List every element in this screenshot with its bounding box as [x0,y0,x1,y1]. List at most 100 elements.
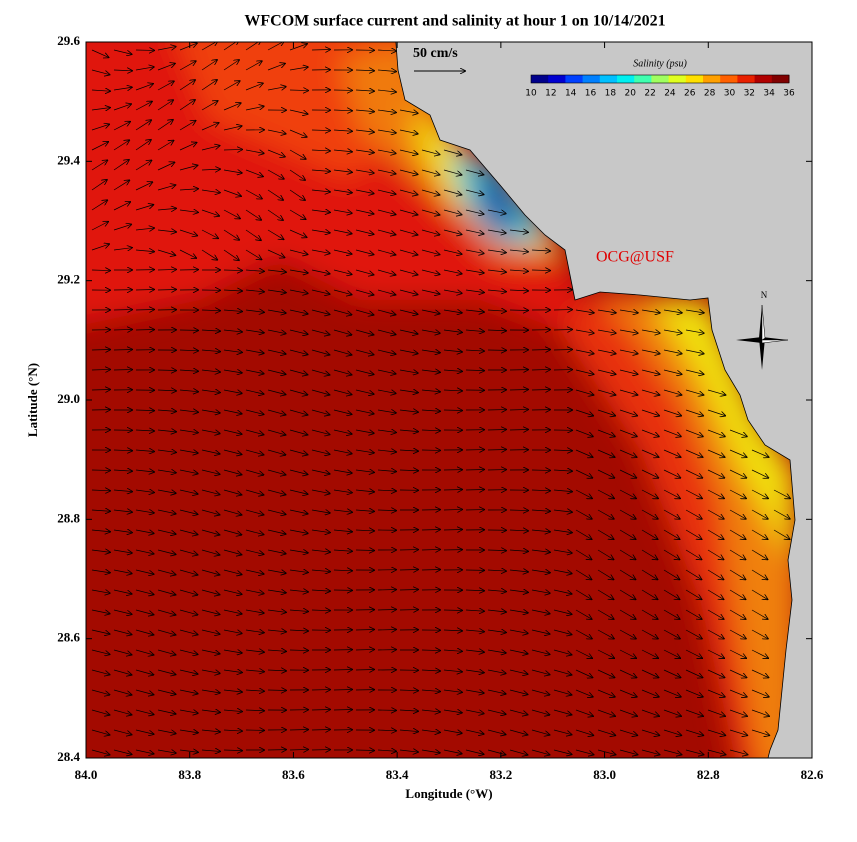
current-vector [289,650,308,651]
current-vector [729,609,746,619]
current-vector [377,629,396,630]
current-vector [465,370,484,371]
current-vector [707,429,725,436]
current-vector [619,330,638,333]
current-vector [641,649,658,658]
current-vector [399,730,418,732]
current-vector [729,429,747,436]
current-vector [729,589,745,599]
current-vector [443,529,462,530]
current-vector [113,609,131,614]
current-vector [333,329,351,335]
current-vector [245,670,264,672]
current-vector [223,60,239,71]
current-vector [443,350,462,352]
current-vector [157,100,173,111]
current-vector [399,249,417,255]
current-vector [509,610,528,613]
current-vector [663,729,681,735]
current-vector [223,529,241,535]
current-vector [663,529,679,539]
current-vector [157,64,175,71]
current-vector [289,290,308,293]
current-vector [201,350,220,352]
current-vector [685,589,701,599]
current-vector [531,510,550,511]
current-vector [333,289,351,295]
current-vector [157,185,175,191]
current-vector [399,289,417,294]
current-vector [267,469,285,475]
current-vector [663,489,680,498]
current-vector [179,549,197,555]
current-vector [267,509,285,514]
current-vector [179,589,197,595]
current-vector [201,529,219,535]
x-tick-label: 83.2 [489,767,512,782]
current-vector [223,630,242,633]
current-vector [443,290,462,293]
current-vector [289,44,307,51]
current-vector [663,469,680,478]
current-vector [509,510,528,511]
current-vector [135,589,153,594]
current-vector [311,610,330,611]
current-vector [223,670,242,673]
current-vector [201,310,220,311]
current-vector [355,369,373,374]
current-vector [421,229,439,235]
current-vector [553,649,571,655]
current-vector [333,570,352,571]
current-vector [333,130,352,131]
current-vector [289,90,308,91]
current-vector [641,589,657,599]
current-vector [91,244,109,251]
current-vector [663,649,680,658]
current-vector [135,250,154,252]
current-vector [355,150,374,153]
current-vector [289,469,307,474]
current-vector [597,310,616,313]
current-vector [113,649,131,655]
current-vector [91,389,110,390]
current-vector [311,490,330,493]
colorbar-tick-label: 10 [525,89,537,99]
current-vector [223,750,242,751]
current-vector [685,469,702,478]
current-vector [245,209,261,220]
current-vector [91,90,110,91]
current-vector [729,449,747,457]
current-vector [685,409,703,416]
current-vector [157,509,176,514]
current-vector [729,629,746,639]
current-vector [223,650,242,653]
current-vector [531,729,549,735]
colorbar-tick-label: 26 [684,89,696,99]
current-vector [157,490,176,493]
current-vector [91,222,108,231]
current-vector [113,70,132,71]
y-tick-label: 28.8 [57,510,80,525]
current-vector [91,270,110,271]
current-vector [465,670,484,673]
current-vector [597,509,614,519]
current-vector [201,80,217,91]
current-vector [685,429,703,436]
current-vector [355,249,373,254]
current-vector [245,469,263,475]
current-vector [333,550,352,551]
current-vector [685,489,702,498]
current-vector [399,569,418,570]
current-vector [663,749,681,755]
current-vector [729,509,746,519]
current-vector [223,310,242,311]
current-vector [179,390,198,392]
current-vector [157,629,175,635]
current-vector [509,290,528,291]
current-vector [597,429,615,436]
colorbar-swatch [548,75,566,83]
current-vector [179,649,197,654]
current-vector [663,509,680,519]
colorbar-swatch [565,75,584,83]
current-vector [333,689,352,690]
